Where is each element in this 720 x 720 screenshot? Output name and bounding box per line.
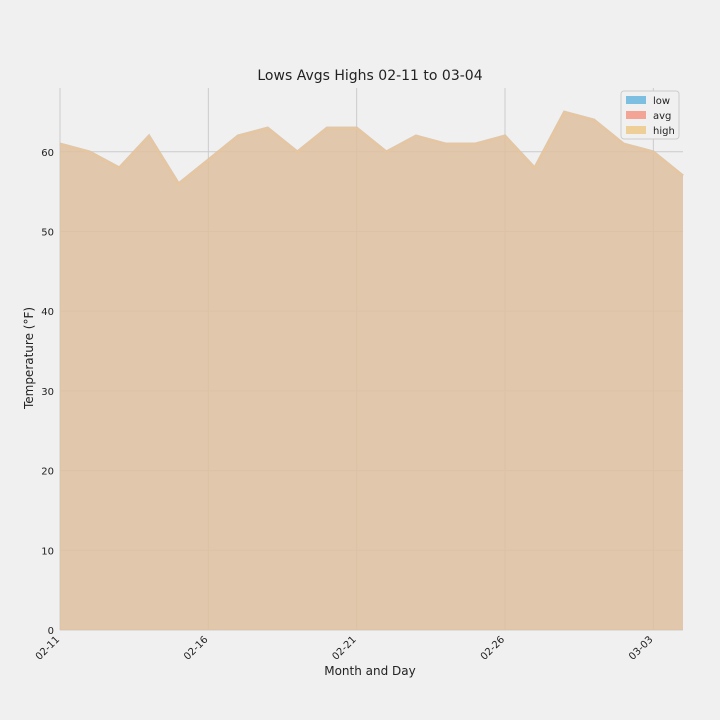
x-ticks: 02-11 02-16 02-21 02-26 03-03 bbox=[34, 634, 656, 662]
chart-title: Lows Avgs Highs 02-11 to 03-04 bbox=[257, 68, 482, 84]
y-ticks: 0 10 20 30 40 50 60 bbox=[41, 148, 54, 637]
areas bbox=[59, 110, 684, 631]
legend-label-high: high bbox=[653, 126, 675, 137]
x-tick-label: 02-11 bbox=[34, 634, 62, 662]
x-tick-label: 02-21 bbox=[330, 634, 358, 662]
y-tick-label: 30 bbox=[41, 387, 54, 398]
legend-label-avg: avg bbox=[653, 111, 671, 122]
x-tick-label: 03-03 bbox=[627, 634, 655, 662]
area-high bbox=[60, 111, 683, 631]
legend-swatch-avg bbox=[626, 111, 646, 119]
y-axis-label: Temperature (°F) bbox=[22, 307, 36, 410]
y-tick-label: 60 bbox=[41, 148, 54, 159]
x-axis-label: Month and Day bbox=[324, 664, 416, 678]
y-tick-label: 0 bbox=[48, 626, 54, 637]
x-tick-label: 02-26 bbox=[479, 634, 507, 662]
legend-swatch-low bbox=[626, 96, 646, 104]
legend: low avg high bbox=[620, 90, 680, 140]
y-tick-label: 10 bbox=[41, 546, 54, 557]
y-tick-label: 40 bbox=[41, 307, 54, 318]
y-tick-label: 20 bbox=[41, 467, 54, 478]
x-tick-label: 02-16 bbox=[182, 634, 210, 662]
line-high bbox=[59, 110, 684, 186]
legend-label-low: low bbox=[653, 96, 670, 107]
y-tick-label: 50 bbox=[41, 227, 54, 238]
legend-swatch-high bbox=[626, 126, 646, 134]
